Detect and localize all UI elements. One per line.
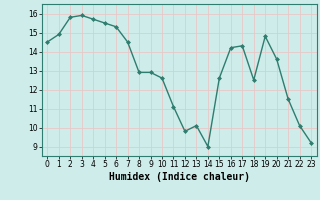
X-axis label: Humidex (Indice chaleur): Humidex (Indice chaleur) bbox=[109, 172, 250, 182]
